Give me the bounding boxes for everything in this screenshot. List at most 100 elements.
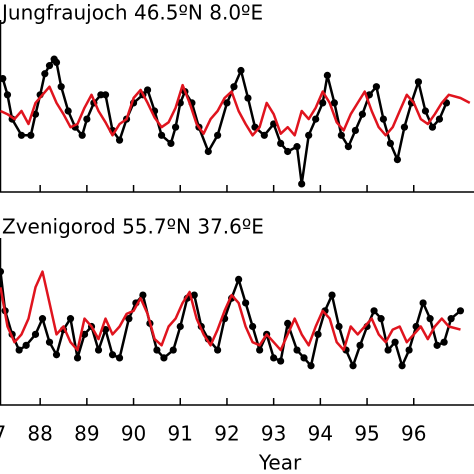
series-line xyxy=(0,270,461,352)
data-point xyxy=(379,115,388,123)
data-point xyxy=(393,156,402,164)
data-point xyxy=(249,322,257,331)
x-tick-label: 95 xyxy=(354,422,379,446)
data-point xyxy=(64,107,72,115)
data-point xyxy=(349,362,357,370)
data-point xyxy=(101,91,110,99)
data-point xyxy=(298,180,306,188)
data-point xyxy=(223,99,231,107)
data-point xyxy=(66,315,75,323)
data-point xyxy=(214,346,222,354)
data-point xyxy=(237,66,245,75)
data-point xyxy=(167,139,175,147)
data-point xyxy=(344,143,352,151)
data-point xyxy=(160,354,168,362)
data-point xyxy=(101,326,110,334)
x-tick-label: 90 xyxy=(121,422,146,446)
data-point xyxy=(52,58,61,66)
data-point xyxy=(17,131,26,139)
x-tick-label: 89 xyxy=(74,422,99,446)
data-point xyxy=(433,341,441,349)
data-point xyxy=(242,299,250,307)
data-point xyxy=(419,299,427,307)
data-point xyxy=(78,131,86,139)
data-point xyxy=(235,275,243,283)
data-point xyxy=(256,346,264,354)
data-point xyxy=(391,338,399,346)
x-tick-label: 91 xyxy=(168,422,193,446)
data-point xyxy=(319,99,327,107)
data-point xyxy=(384,346,392,354)
data-point xyxy=(108,351,117,359)
data-point xyxy=(277,139,285,147)
data-point xyxy=(31,330,40,338)
data-point xyxy=(230,83,238,91)
data-point xyxy=(3,91,12,99)
data-point xyxy=(330,99,338,107)
data-point xyxy=(428,123,437,131)
data-point xyxy=(293,143,301,151)
data-point xyxy=(435,115,444,123)
data-point xyxy=(169,346,177,354)
data-point xyxy=(139,291,147,299)
data-point xyxy=(293,346,301,354)
data-point xyxy=(45,338,54,346)
data-point xyxy=(171,123,180,131)
x-tick-label: 92 xyxy=(214,422,239,446)
data-point xyxy=(38,315,47,323)
data-point xyxy=(115,354,124,362)
data-point xyxy=(57,83,65,91)
data-point xyxy=(73,354,82,362)
panel-title: Jungfraujoch 46.5ºN 8.0ºE xyxy=(0,1,263,25)
data-point xyxy=(143,86,152,94)
data-point xyxy=(80,330,89,338)
data-point xyxy=(314,330,322,338)
x-tick-label: 94 xyxy=(308,422,333,446)
data-point xyxy=(300,354,308,362)
data-point xyxy=(398,362,406,370)
data-point xyxy=(284,319,292,327)
data-point xyxy=(337,131,345,139)
data-point xyxy=(214,131,222,139)
data-point xyxy=(335,322,343,331)
data-point xyxy=(421,107,430,115)
data-point xyxy=(426,315,434,323)
data-point xyxy=(370,307,378,315)
data-point xyxy=(204,147,212,156)
data-point xyxy=(260,131,268,139)
data-point xyxy=(176,322,184,331)
data-point xyxy=(52,351,61,359)
data-point xyxy=(0,267,5,276)
data-point xyxy=(414,78,423,86)
data-point xyxy=(270,354,278,362)
data-point xyxy=(405,346,413,354)
data-point xyxy=(377,315,385,323)
data-point xyxy=(447,315,455,323)
data-point xyxy=(94,346,103,354)
data-point xyxy=(328,291,336,299)
data-point xyxy=(307,362,315,370)
data-point xyxy=(244,94,252,102)
data-point xyxy=(190,291,198,299)
data-point xyxy=(41,70,49,78)
data-point xyxy=(440,338,448,346)
series-line xyxy=(0,83,471,137)
data-point xyxy=(125,315,133,323)
series-line xyxy=(1,57,448,186)
data-point xyxy=(277,357,285,365)
data-point xyxy=(153,346,161,354)
data-point xyxy=(356,341,364,349)
data-point xyxy=(351,126,359,135)
x-tick-label: 96 xyxy=(401,422,426,446)
data-point xyxy=(157,131,166,139)
data-point xyxy=(400,123,409,131)
panel-title: Zvenigorod 55.7ºN 37.6ºE xyxy=(2,215,264,239)
data-point xyxy=(115,136,124,144)
x-tick-label: 93 xyxy=(261,422,286,446)
data-point xyxy=(27,131,35,139)
data-point xyxy=(15,346,23,354)
data-point xyxy=(0,75,7,83)
data-point xyxy=(312,115,320,123)
data-point xyxy=(372,83,380,91)
